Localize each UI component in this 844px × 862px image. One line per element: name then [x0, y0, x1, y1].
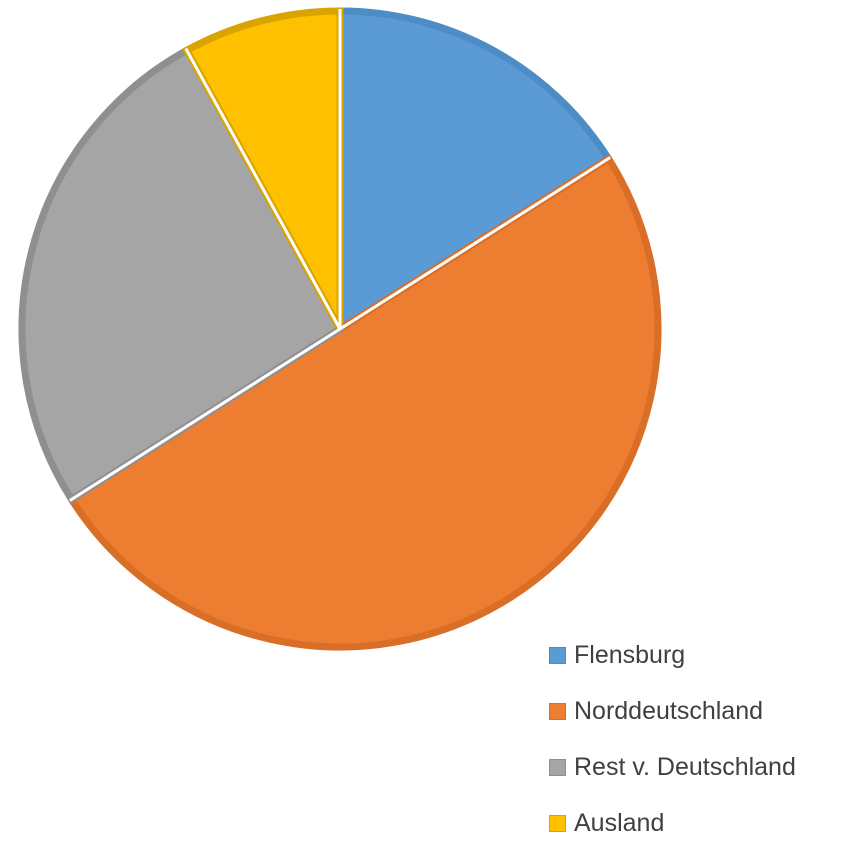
- pie-slice-norddeutschland: [66, 153, 662, 651]
- slice-separator-rest-v-deutschland: [69, 327, 341, 502]
- pie-slice-ausland: [182, 7, 344, 331]
- slice-separator-ausland: [184, 47, 342, 330]
- pie-slices: [18, 7, 662, 651]
- pie-slice-flensburg: [336, 7, 614, 336]
- legend-swatch-ausland: [549, 815, 566, 832]
- legend-label-ausland: Ausland: [574, 809, 665, 837]
- pie-chart: Flensburg Norddeutschland Rest v. Deutsc…: [18, 7, 796, 836]
- legend-label-rest-v-deutschland: Rest v. Deutschland: [574, 753, 796, 781]
- legend-label-flensburg: Flensburg: [574, 641, 686, 669]
- legend-item-flensburg: Flensburg: [549, 638, 839, 673]
- legend-swatch-norddeutschland: [549, 703, 566, 720]
- legend-item-rest-v-deutschland: Rest v. Deutschland: [549, 750, 839, 785]
- legend-item-ausland: Ausland: [549, 806, 839, 841]
- legend-item-norddeutschland: Norddeutschland: [549, 694, 839, 729]
- legend: Flensburg Norddeutschland Rest v. Deutsc…: [549, 638, 839, 862]
- pie-slice-rest-v-deutschland: [18, 45, 345, 505]
- slice-separator-norddeutschland: [339, 156, 611, 331]
- pie-plot-area: [18, 7, 662, 651]
- legend-swatch-flensburg: [549, 647, 566, 664]
- legend-label-norddeutschland: Norddeutschland: [574, 697, 764, 725]
- legend-swatch-rest-v-deutschland: [549, 759, 566, 776]
